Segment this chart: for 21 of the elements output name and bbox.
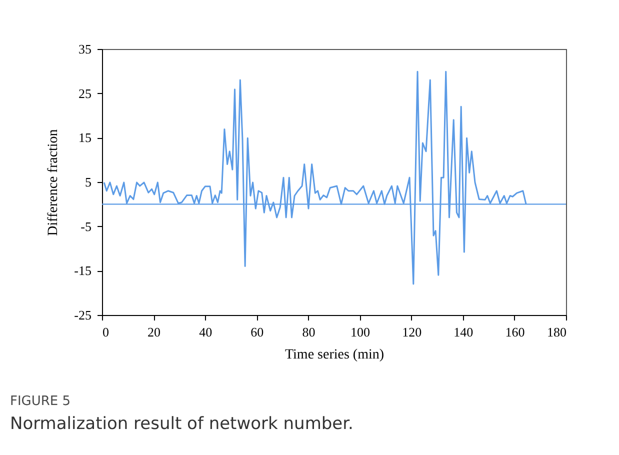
x-tick-label: 120 — [402, 324, 422, 340]
x-tick-label: 0 — [102, 324, 109, 340]
x-tick-label: 100 — [350, 324, 370, 340]
x-axis-title: Time series (min) — [284, 348, 384, 362]
y-tick-label: 15 — [78, 130, 92, 146]
x-tick-label: 40 — [199, 324, 212, 340]
y-tick-label: -5 — [80, 218, 92, 234]
x-tick-label: 160 — [505, 324, 525, 340]
y-tick-label: -15 — [74, 263, 92, 278]
caption: FIGURE 5 — [10, 394, 71, 409]
y-tick-label: 35 — [78, 42, 92, 56]
y-axis-title: Difference fraction — [46, 129, 62, 236]
y-tick-label: -25 — [74, 308, 92, 322]
x-tick-label: 80 — [302, 324, 316, 340]
y-tick-label: 25 — [78, 86, 92, 101]
x-tick-label: 60 — [250, 324, 264, 340]
text: Normalization result of network number. — [10, 414, 354, 434]
x-tick-label: 180 — [547, 324, 566, 340]
y-tick-label: 5 — [85, 174, 92, 190]
x-tick-label: 20 — [148, 324, 161, 340]
x-tick-label: 140 — [454, 324, 474, 340]
